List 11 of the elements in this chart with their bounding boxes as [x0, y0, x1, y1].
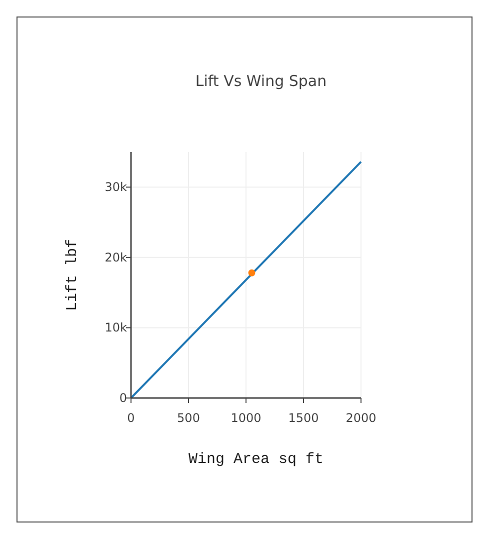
x-tick-label: 1500 — [288, 411, 319, 425]
y-tick-label: 20k — [104, 250, 128, 264]
y-tick-label: 0 — [119, 391, 127, 405]
x-axis-title: Wing Area sq ft — [188, 451, 324, 468]
y-tick-label: 30k — [104, 180, 128, 194]
x-tick-label: 2000 — [346, 411, 376, 425]
y-axis-title: Lift lbf — [64, 238, 81, 312]
y-tick-label: 10k — [104, 320, 128, 335]
chart-title: Lift Vs Wing Span — [195, 72, 327, 90]
x-tick-label: 1000 — [230, 411, 262, 425]
x-tick-label: 500 — [177, 411, 200, 425]
